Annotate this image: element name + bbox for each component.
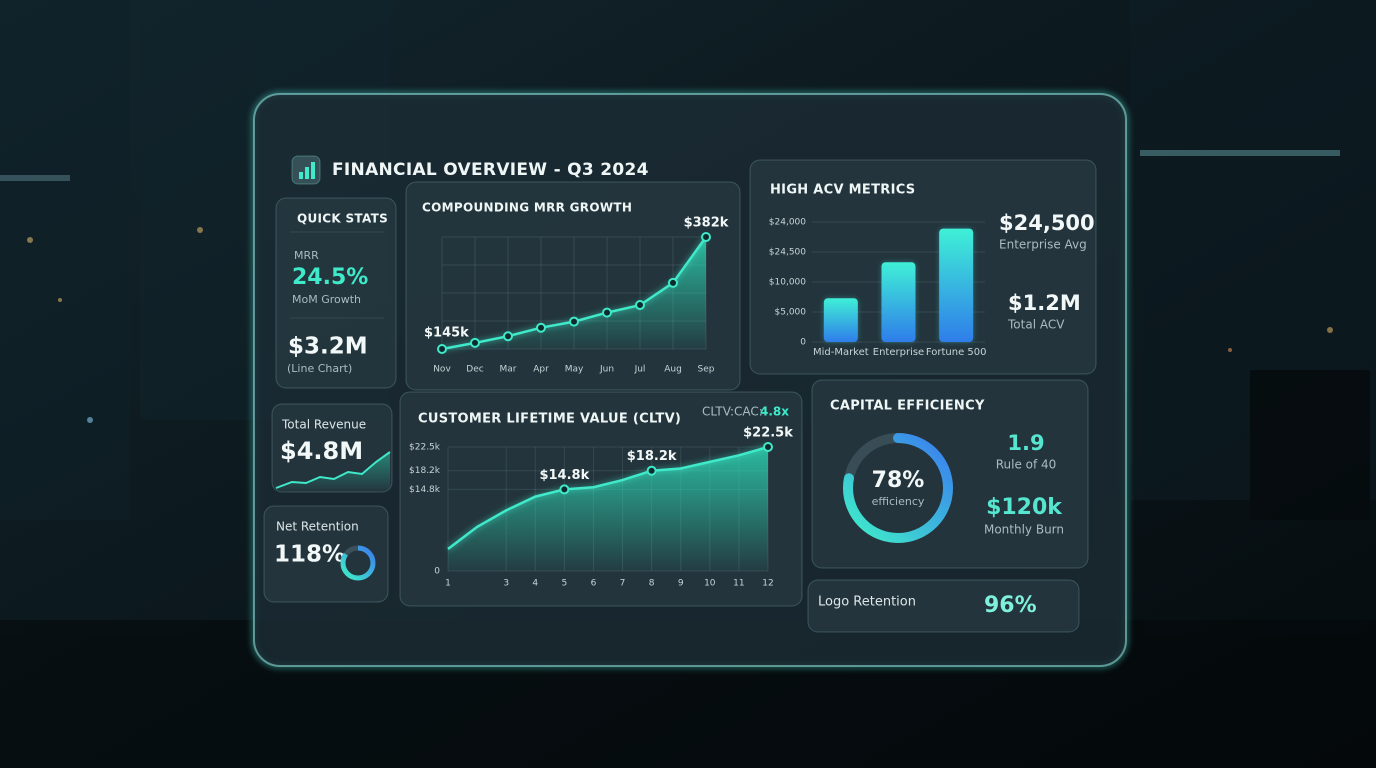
stat-caption: Monthly Burn [984,523,1064,537]
y-tick-label: $24,500 [769,248,806,258]
stat-caption: MoM Growth [292,293,361,306]
x-tick-label: Enterprise [873,347,924,358]
stat-label: Logo Retention [818,595,916,610]
data-point [763,442,773,452]
total-revenue-card [271,403,393,493]
sparkline-area [276,452,390,490]
data-label: $22.5k [743,426,793,441]
data-point [602,307,612,318]
line-area [448,447,768,571]
y-tick-label: 0 [434,567,440,577]
header-icon-bar [299,172,303,179]
y-tick-label: $5,000 [775,308,807,318]
logo-retention-card [807,579,1080,633]
x-tick-label: Apr [533,365,549,375]
data-point [646,465,657,476]
data-point [635,300,645,311]
data-point [536,322,546,333]
data-point [559,484,570,495]
stat-value: 118% [274,542,345,568]
x-tick-label: 3 [503,579,509,589]
data-line [447,445,769,550]
bar [939,228,974,342]
retention-ring [340,545,376,581]
x-tick-label: 1 [445,579,451,589]
stat-caption: (Line Chart) [287,362,352,375]
stat-caption: Total ACV [1007,318,1065,332]
dashboard-title: FINANCIAL OVERVIEW - Q3 2024 [332,160,649,180]
stat-value: $1.2M [1008,291,1081,315]
x-tick-label: 4 [532,579,538,589]
stat-label: MRR [294,249,319,262]
ratio-label: CLTV:CAC: [702,405,763,419]
x-tick-label: Nov [433,365,451,375]
data-point [503,331,513,342]
gauge-caption: efficiency [872,495,925,508]
data-point [668,277,678,288]
x-tick-label: 10 [704,579,716,589]
gauge-label: 78% [872,468,925,493]
x-tick-label: 12 [762,579,773,589]
x-tick-label: 11 [733,579,744,589]
stat-caption: Enterprise Avg [999,238,1087,252]
data-point [437,344,447,354]
card-title: COMPOUNDING MRR GROWTH [422,201,632,215]
x-tick-label: Aug [664,365,682,375]
sparkline [275,451,391,489]
x-tick-label: Mid-Market [813,347,869,358]
ratio-value: 4.8x [760,405,789,419]
line-area [442,237,706,349]
stat-value: 24.5% [292,265,368,290]
header-icon-bar [305,167,309,179]
stat-value: 1.9 [1007,431,1044,455]
x-tick-label: Jul [634,365,646,375]
bar [823,298,858,342]
x-tick-label: May [565,365,584,375]
bar [881,262,916,342]
x-tick-label: 6 [591,579,597,589]
y-tick-label: $18.2k [409,466,441,476]
card-title: CAPITAL EFFICIENCY [830,399,985,414]
x-tick-label: Jun [599,365,614,375]
x-tick-label: 5 [561,579,567,589]
data-point [569,316,579,327]
card-title: QUICK STATS [297,212,388,226]
y-tick-label: $24,000 [769,218,806,228]
y-tick-label: $14.8k [409,485,441,495]
stat-caption: Rule of 40 [996,458,1057,472]
header-icon-bar [311,162,315,179]
data-point [701,232,711,242]
stat-value: $24,500 [999,211,1095,235]
x-tick-label: Mar [500,365,517,375]
stat-label: Net Retention [276,520,359,534]
gauge-arc [843,433,953,543]
data-label: $382k [684,216,729,231]
data-label: $145k [424,326,469,341]
quick-stats-card [275,197,397,389]
stat-value: $120k [986,495,1063,520]
stat-value: $3.2M [288,334,368,360]
x-tick-label: Fortune 500 [926,347,987,358]
card-title: CUSTOMER LIFETIME VALUE (CLTV) [418,412,681,427]
x-tick-label: Sep [698,365,715,375]
data-label: $18.2k [627,449,677,464]
x-tick-label: Dec [466,365,483,375]
x-tick-label: 8 [649,579,655,589]
stat-value: 96% [984,593,1037,618]
y-tick-label: 0 [800,338,806,348]
stat-label: Total Revenue [281,418,366,432]
data-label: $14.8k [539,468,589,483]
y-tick-label: $22.5k [409,443,441,453]
stat-value: $4.8M [280,437,363,465]
y-tick-label: $10,000 [769,278,806,288]
data-point [470,337,480,348]
x-tick-label: 7 [620,579,626,589]
card-title: HIGH ACV METRICS [770,183,915,198]
x-tick-label: 9 [678,579,684,589]
